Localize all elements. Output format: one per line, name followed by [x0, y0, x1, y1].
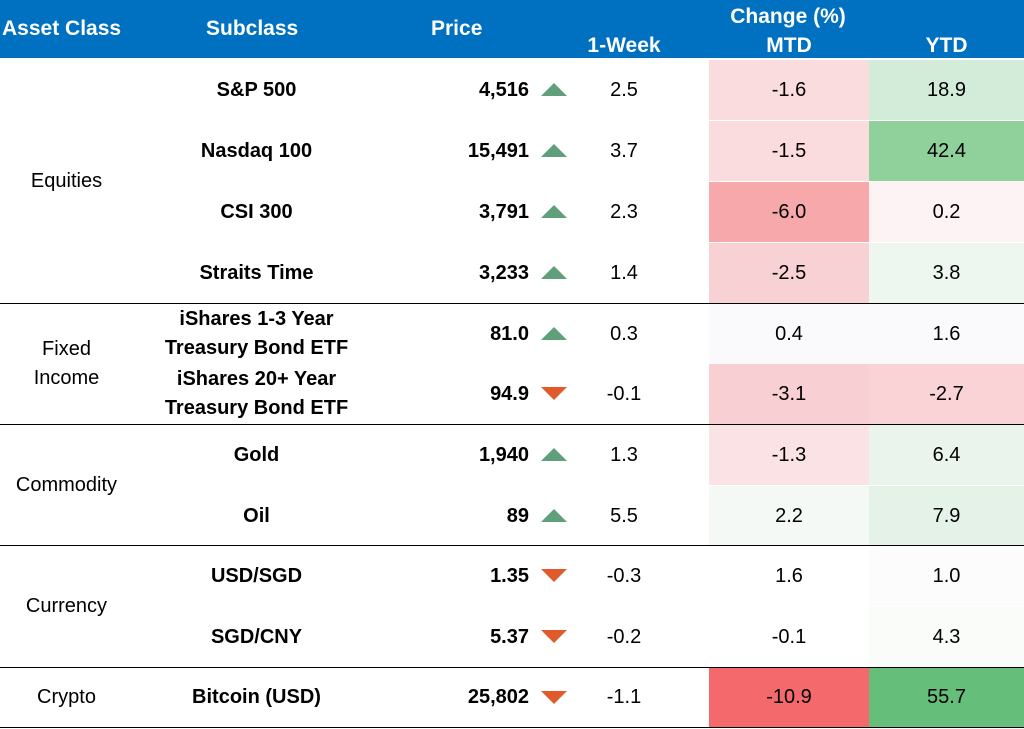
row-divider — [0, 727, 1024, 728]
subclass-cell: iShares 1-3 Year Treasury Bond ETF — [164, 308, 349, 359]
week-change-cell: 3.7 — [610, 139, 638, 162]
week-change-cell: 1.3 — [610, 443, 638, 466]
subclass-cell: USD/SGD — [210, 564, 303, 587]
ytd-cell: 4.3 — [869, 607, 1024, 667]
asset-class-label: Currency — [25, 595, 108, 617]
price-cell: 3,791 — [478, 200, 529, 223]
subclass-cell: Straits Time — [199, 261, 314, 284]
mtd-cell: 1.6 — [709, 546, 869, 606]
row-divider — [0, 545, 1024, 546]
ytd-cell: 55.7 — [869, 668, 1024, 727]
mtd-cell: -10.9 — [709, 668, 869, 727]
up-triangle-icon — [541, 327, 567, 340]
row-divider — [0, 424, 1024, 425]
mtd-cell: -1.6 — [709, 60, 869, 120]
down-triangle-icon — [541, 569, 567, 582]
mtd-cell: -2.5 — [709, 243, 869, 303]
down-triangle-icon — [541, 387, 567, 400]
header-price: Price — [431, 17, 483, 40]
mtd-cell: -6.0 — [709, 182, 869, 242]
asset-class-label: Fixed Income — [33, 338, 100, 389]
table-header: Asset Class Subclass Price Change (%) 1-… — [0, 0, 1024, 58]
ytd-cell: 0.2 — [869, 182, 1024, 242]
up-triangle-icon — [541, 83, 567, 96]
week-change-cell: -0.3 — [606, 564, 642, 587]
up-triangle-icon — [541, 144, 567, 157]
asset-class-label: Commodity — [15, 473, 118, 496]
week-change-cell: -0.2 — [606, 625, 642, 648]
price-cell: 3,233 — [478, 261, 529, 284]
row-divider — [0, 667, 1024, 668]
price-cell: 15,491 — [467, 139, 529, 162]
mtd-cell: -0.1 — [709, 607, 869, 667]
week-change-cell: 2.5 — [610, 78, 638, 101]
up-triangle-icon — [541, 509, 567, 522]
week-change-cell: 2.3 — [610, 200, 638, 223]
mtd-cell: -1.3 — [709, 425, 869, 485]
subclass-cell: Bitcoin (USD) — [192, 686, 321, 708]
subclass-cell: Gold — [233, 443, 280, 466]
up-triangle-icon — [541, 266, 567, 279]
price-cell: 89 — [506, 504, 529, 527]
ytd-cell: 42.4 — [869, 121, 1024, 181]
header-1-week: 1-Week — [587, 34, 661, 57]
price-cell: 1,940 — [478, 443, 529, 466]
subclass-cell: SGD/CNY — [210, 625, 303, 648]
mtd-cell: -3.1 — [709, 364, 869, 424]
header-asset-class: Asset Class — [2, 17, 122, 40]
subclass-cell: CSI 300 — [220, 200, 293, 223]
price-cell: 94.9 — [490, 382, 529, 405]
asset-class-label: Crypto — [37, 686, 96, 708]
mtd-cell: 0.4 — [709, 304, 869, 364]
week-change-cell: -0.1 — [606, 382, 642, 405]
up-triangle-icon — [541, 448, 567, 461]
subclass-cell: S&P 500 — [216, 78, 297, 101]
price-cell: 25,802 — [467, 686, 529, 708]
ytd-cell: 3.8 — [869, 243, 1024, 303]
header-ytd: YTD — [925, 34, 968, 57]
mtd-cell: -1.5 — [709, 121, 869, 181]
week-change-cell: 1.4 — [610, 261, 638, 284]
row-divider — [0, 303, 1024, 304]
mtd-cell: 2.2 — [709, 486, 869, 546]
price-cell: 81.0 — [490, 322, 529, 345]
ytd-cell: 6.4 — [869, 425, 1024, 485]
up-triangle-icon — [541, 205, 567, 218]
header-subclass: Subclass — [206, 17, 299, 40]
week-change-cell: 5.5 — [610, 504, 638, 527]
week-change-cell: 0.3 — [610, 322, 638, 345]
down-triangle-icon — [541, 630, 567, 643]
header-change-group: Change (%) — [730, 5, 846, 28]
price-cell: 5.37 — [490, 625, 529, 648]
ytd-cell: -2.7 — [869, 364, 1024, 424]
subclass-cell: Oil — [243, 504, 270, 527]
price-cell: 1.35 — [490, 564, 529, 587]
down-triangle-icon — [541, 690, 567, 704]
ytd-cell: 18.9 — [869, 60, 1024, 120]
subclass-cell: Nasdaq 100 — [200, 139, 313, 162]
price-cell: 4,516 — [478, 78, 529, 101]
week-change-cell: -1.1 — [606, 686, 642, 708]
ytd-cell: 7.9 — [869, 486, 1024, 546]
header-mtd: MTD — [766, 34, 812, 57]
ytd-cell: 1.6 — [869, 304, 1024, 364]
asset-class-label: Equities — [30, 170, 103, 192]
ytd-cell: 1.0 — [869, 546, 1024, 606]
subclass-cell: iShares 20+ Year Treasury Bond ETF — [164, 368, 349, 419]
